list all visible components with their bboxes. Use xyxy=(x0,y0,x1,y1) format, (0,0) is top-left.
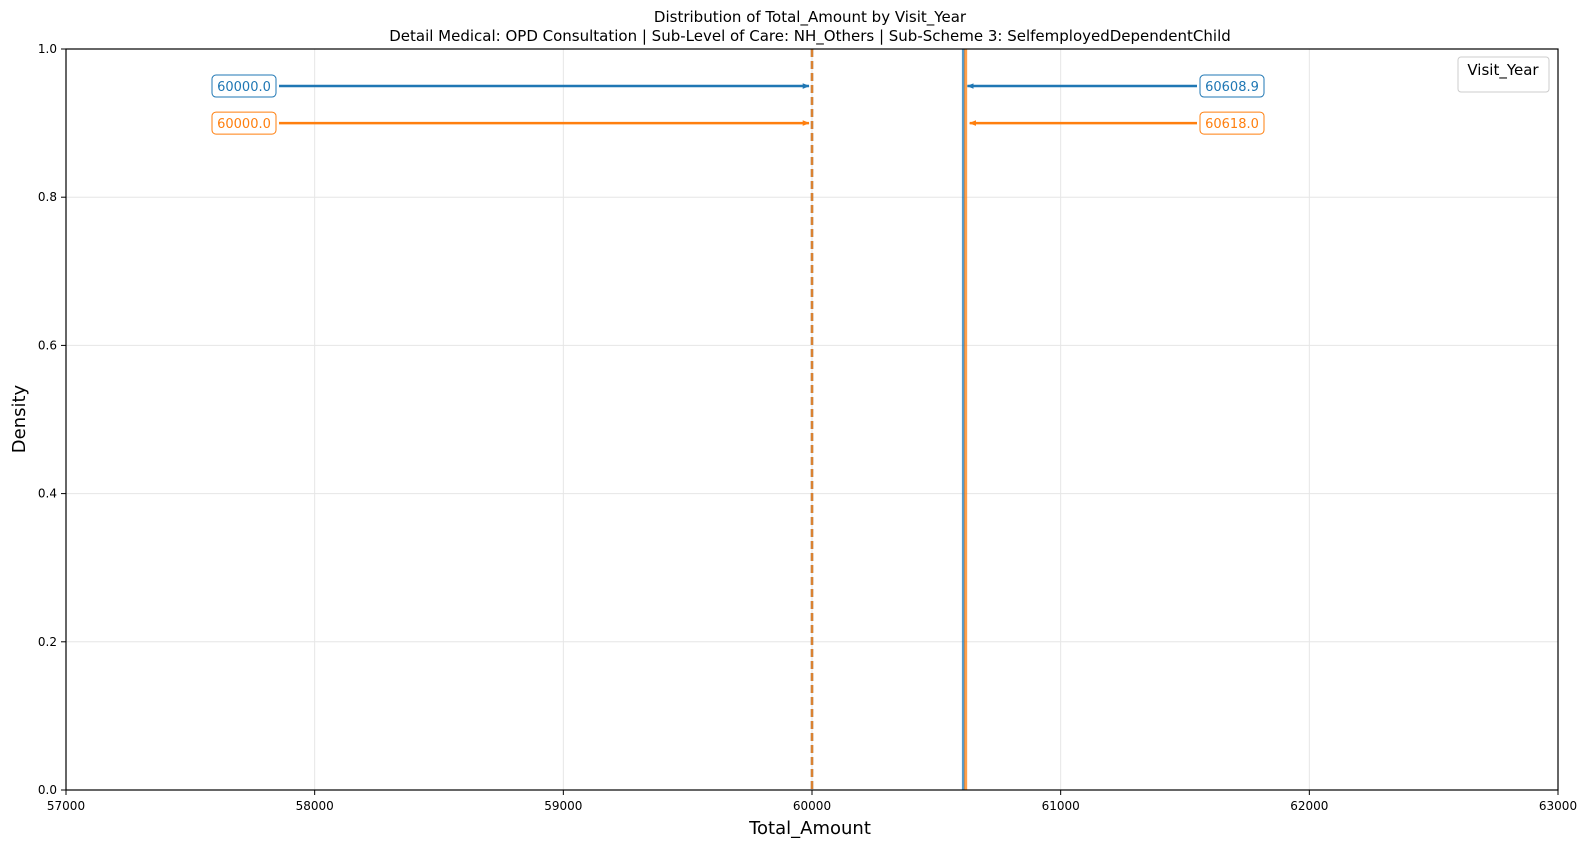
plot-marks: 60000.0 60608.9 60000.0 60618.0 xyxy=(211,49,1265,790)
x-axis-label: Total_Amount xyxy=(748,818,871,839)
mean-label-series-1: 60608.9 xyxy=(1205,80,1259,95)
mean-label-box-series-1 xyxy=(1199,74,1265,98)
x-tick-label: 61000 xyxy=(1042,799,1080,813)
y-tick-label: 0.0 xyxy=(38,783,57,797)
median-label-series-2: 60000.0 xyxy=(217,117,271,132)
x-tick-label: 62000 xyxy=(1290,799,1328,813)
median-label-box-series-1 xyxy=(211,74,277,98)
x-tick-label: 63000 xyxy=(1539,799,1577,813)
y-axis-label: Density xyxy=(9,384,30,453)
y-tick-label: 0.4 xyxy=(38,487,57,501)
x-tick-label: 58000 xyxy=(296,799,334,813)
x-tick-label: 57000 xyxy=(47,799,85,813)
legend: Visit_Year xyxy=(1457,56,1550,93)
chart-subtitle: Detail Medical: OPD Consultation | Sub-L… xyxy=(389,27,1231,46)
x-tick-label: 59000 xyxy=(544,799,582,813)
y-tick-label: 0.8 xyxy=(38,190,57,204)
y-tick-label: 0.6 xyxy=(38,338,57,352)
legend-title: Visit_Year xyxy=(1467,61,1539,80)
chart-title: Distribution of Total_Amount by Visit_Ye… xyxy=(654,8,967,27)
mean-label-series-2: 60618.0 xyxy=(1205,117,1259,132)
y-tick-label: 0.2 xyxy=(38,635,57,649)
x-tick-label: 60000 xyxy=(793,799,831,813)
median-label-series-1: 60000.0 xyxy=(217,80,271,95)
axes: 57000 58000 59000 60000 61000 62000 63000 0.0 0.… xyxy=(38,42,1577,813)
legend-box xyxy=(1457,56,1550,93)
mean-label-box-series-2 xyxy=(1199,111,1265,135)
median-label-box-series-2 xyxy=(211,111,277,135)
y-tick-label: 1.0 xyxy=(38,42,57,56)
